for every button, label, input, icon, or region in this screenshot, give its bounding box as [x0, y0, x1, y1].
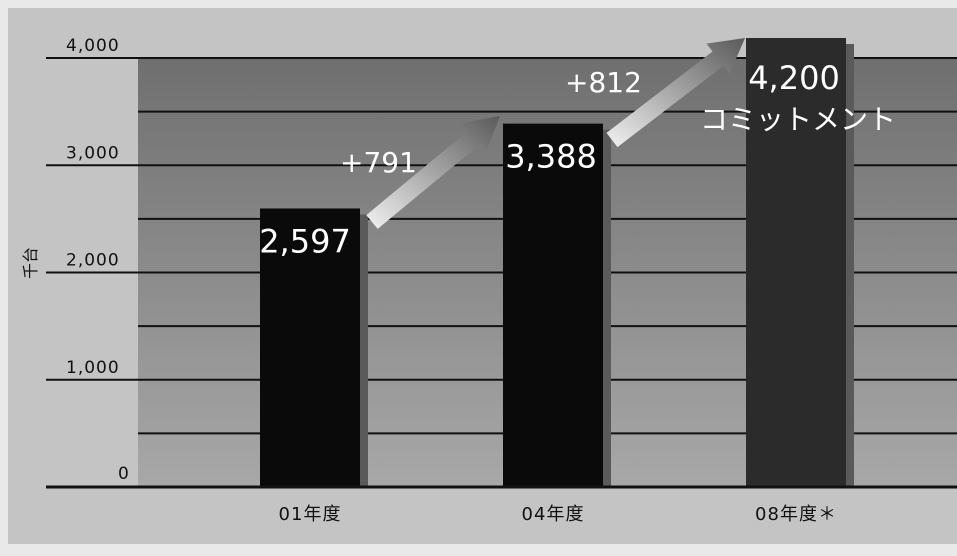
increment-arrow [366, 116, 500, 229]
increment-arrows: +791 +812 [340, 38, 745, 229]
bars [260, 38, 854, 488]
y-tick-label: 2,000 [66, 251, 120, 271]
y-tick-label: 1,000 [66, 358, 120, 378]
bar [503, 123, 603, 488]
increment-label: +812 [565, 66, 642, 99]
bar-shadow [603, 129, 611, 487]
y-tick-label: 4,000 [66, 36, 120, 56]
x-tick-label: 01年度 [279, 504, 342, 525]
bar [746, 38, 846, 487]
bar [260, 208, 360, 488]
bar-note: コミットメント [700, 103, 896, 136]
x-tick-label: 04年度 [522, 504, 585, 525]
value-labels: 2,597 3,388 4,200 コミットメント [259, 59, 896, 260]
y-tick-label: 0 [118, 464, 130, 484]
value-label: 2,597 [259, 222, 351, 260]
x-tick-label: 08年度＊ [755, 504, 837, 525]
y-axis-ticks: 0 1,000 2,000 3,000 4,000 [66, 36, 130, 484]
increment-label: +791 [340, 146, 417, 179]
x-axis-ticks: 01年度 04年度 08年度＊ [279, 504, 837, 525]
value-label: 3,388 [505, 138, 597, 176]
increment-arrow [606, 38, 745, 148]
bar-shadow [846, 44, 854, 487]
y-tick-label: 3,000 [66, 143, 120, 163]
value-label: 4,200 [748, 59, 840, 97]
bar-shadow [360, 214, 368, 488]
y-axis-label: 千台 [21, 247, 40, 279]
